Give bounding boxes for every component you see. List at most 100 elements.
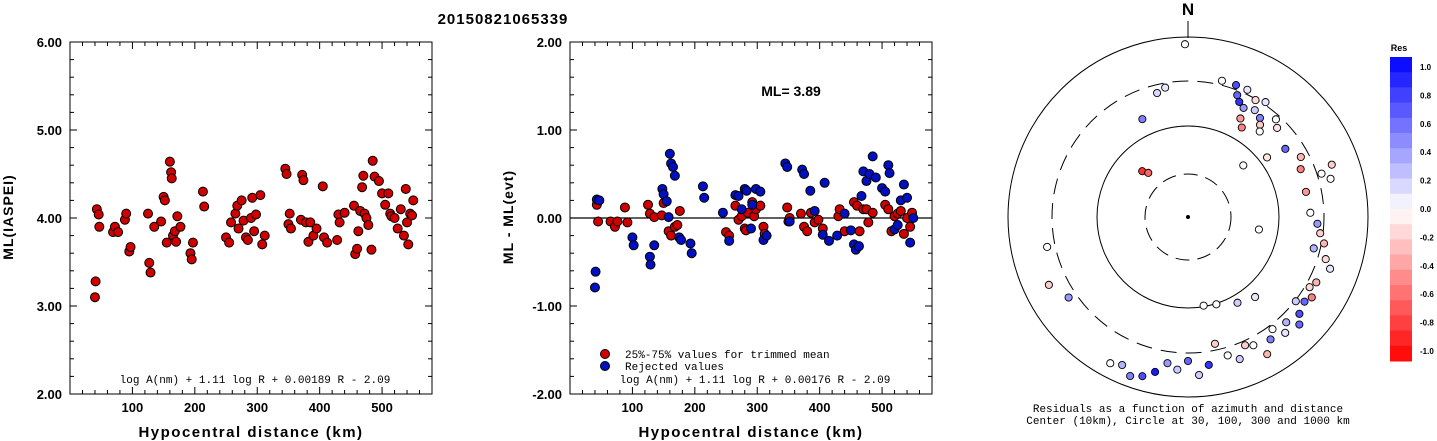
ml-data-point bbox=[339, 207, 350, 218]
colorbar-cell bbox=[1390, 330, 1412, 347]
rejected-residual-point bbox=[589, 282, 600, 293]
ml-data-point bbox=[90, 276, 101, 287]
colorbar-tick-label: -0.4 bbox=[1420, 262, 1434, 271]
rejected-residual-point bbox=[902, 192, 913, 203]
legend-label-trimmed: 25%-75% values for trimmed mean bbox=[625, 350, 830, 362]
ml-data-point bbox=[322, 237, 333, 248]
station-residual-point bbox=[1163, 359, 1172, 368]
colorbar-title: Res bbox=[1391, 43, 1408, 53]
ml-data-point bbox=[363, 220, 374, 231]
ml-data-point bbox=[186, 254, 197, 265]
colorbar-cell bbox=[1390, 269, 1412, 286]
ml-data-point bbox=[249, 226, 260, 237]
colorbar-tick-label: 0.2 bbox=[1420, 177, 1432, 186]
station-residual-point bbox=[1295, 309, 1304, 318]
station-residual-point bbox=[1321, 255, 1330, 264]
rejected-residual-point bbox=[669, 170, 680, 181]
ml-data-point bbox=[298, 175, 309, 186]
station-residual-point bbox=[1291, 297, 1300, 306]
ml-data-point bbox=[257, 239, 268, 250]
station-residual-point bbox=[1233, 298, 1242, 307]
ml-data-point bbox=[357, 182, 368, 193]
trimmed-residual-point bbox=[593, 216, 604, 227]
ml-data-point bbox=[305, 217, 316, 228]
station-residual-point bbox=[1309, 244, 1318, 253]
trimmed-residual-point bbox=[795, 208, 806, 219]
station-residual-point bbox=[1239, 103, 1248, 112]
ml-data-point bbox=[89, 292, 100, 303]
colorbar-cell bbox=[1390, 315, 1412, 332]
station-residual-point bbox=[1263, 153, 1272, 162]
rejected-residual-point bbox=[699, 192, 710, 203]
x-tick-label: 100 bbox=[122, 400, 144, 415]
ml-data-point bbox=[156, 216, 167, 227]
rejected-residual-point bbox=[676, 235, 687, 245]
station-residual-point bbox=[1138, 115, 1147, 124]
colorbar-cell bbox=[1390, 300, 1412, 316]
rejected-residual-point bbox=[649, 240, 660, 251]
station-residual-point bbox=[1271, 115, 1280, 124]
station-residual-point bbox=[1223, 351, 1232, 360]
colorbar-cell bbox=[1390, 102, 1412, 119]
rejected-residual-point bbox=[645, 259, 656, 270]
station-residual-point bbox=[1144, 168, 1153, 177]
colorbar-cell bbox=[1390, 57, 1412, 73]
ml-data-point bbox=[392, 223, 403, 234]
station-residual-point bbox=[1261, 98, 1270, 107]
x-tick-label: 500 bbox=[371, 400, 393, 415]
station-residual-point bbox=[1313, 219, 1322, 228]
rejected-residual-point bbox=[832, 230, 843, 241]
colorbar-tick-label: -0.8 bbox=[1420, 319, 1434, 328]
x-tick-label: 500 bbox=[871, 400, 893, 415]
colorbar-tick-label: 0.4 bbox=[1420, 148, 1432, 157]
colorbar-cell bbox=[1390, 117, 1412, 134]
rejected-residual-point bbox=[839, 208, 850, 219]
ring-outer bbox=[1007, 36, 1369, 398]
rejected-residual-point bbox=[741, 185, 752, 196]
azimuth-distance-plot: N Residuals as a function of azimuth and… bbox=[1007, 0, 1369, 428]
trimmed-residual-point bbox=[672, 220, 683, 231]
colorbar-tick-label: 0.6 bbox=[1420, 120, 1432, 129]
colorbar-cell bbox=[1390, 87, 1412, 104]
station-residual-point bbox=[1268, 325, 1277, 334]
station-residual-point bbox=[1043, 242, 1052, 251]
colorbar-tick-label: 0.8 bbox=[1420, 91, 1432, 100]
trimmed-residual-point bbox=[905, 221, 916, 232]
rejected-residual-point bbox=[805, 185, 816, 196]
station-residual-point bbox=[1241, 341, 1250, 350]
rejected-residual-point bbox=[817, 229, 828, 240]
trimmed-residual-point bbox=[854, 226, 865, 237]
rejected-residual-point bbox=[594, 195, 605, 206]
ml-data-point bbox=[175, 221, 186, 232]
legend-marker-rejected bbox=[600, 361, 610, 371]
station-residual-point bbox=[1317, 169, 1326, 178]
y-tick-label: 4.00 bbox=[37, 211, 62, 226]
mid-axes: -2.00 -1.00 0.00 1.00 2.00 100 200 300 400 500 bbox=[532, 35, 932, 415]
ml-data-point bbox=[407, 210, 418, 221]
ml-data-point bbox=[408, 195, 419, 206]
station-residual-point bbox=[1307, 293, 1316, 302]
colorbar-tick-label: -0.6 bbox=[1420, 290, 1434, 299]
station-residual-point bbox=[1263, 350, 1272, 359]
x-tick-label: 100 bbox=[622, 400, 644, 415]
rejected-residual-point bbox=[664, 148, 675, 159]
ml-data-point bbox=[236, 195, 247, 206]
left-y-axis-label: ML(IASPEI) bbox=[0, 174, 16, 259]
station-residual-point bbox=[1295, 320, 1304, 329]
station-residual-point bbox=[1281, 144, 1290, 153]
ml-data-point bbox=[353, 226, 364, 237]
ml-data-point bbox=[197, 186, 208, 197]
station-residual-point bbox=[1231, 81, 1241, 90]
station-residual-point bbox=[1326, 264, 1335, 273]
x-tick-label: 200 bbox=[684, 400, 706, 415]
trimmed-residual-point bbox=[898, 228, 909, 239]
station-residual-point bbox=[1316, 229, 1325, 238]
mid-points bbox=[589, 148, 919, 293]
colorbar-tick-label: -1.0 bbox=[1420, 347, 1434, 356]
colorbar-cell bbox=[1390, 285, 1412, 301]
colorbar-cell bbox=[1390, 254, 1412, 271]
x-tick-label: 300 bbox=[746, 400, 768, 415]
trimmed-residual-point bbox=[622, 217, 633, 228]
rejected-residual-point bbox=[736, 204, 747, 215]
station-residual-point bbox=[1064, 293, 1073, 302]
